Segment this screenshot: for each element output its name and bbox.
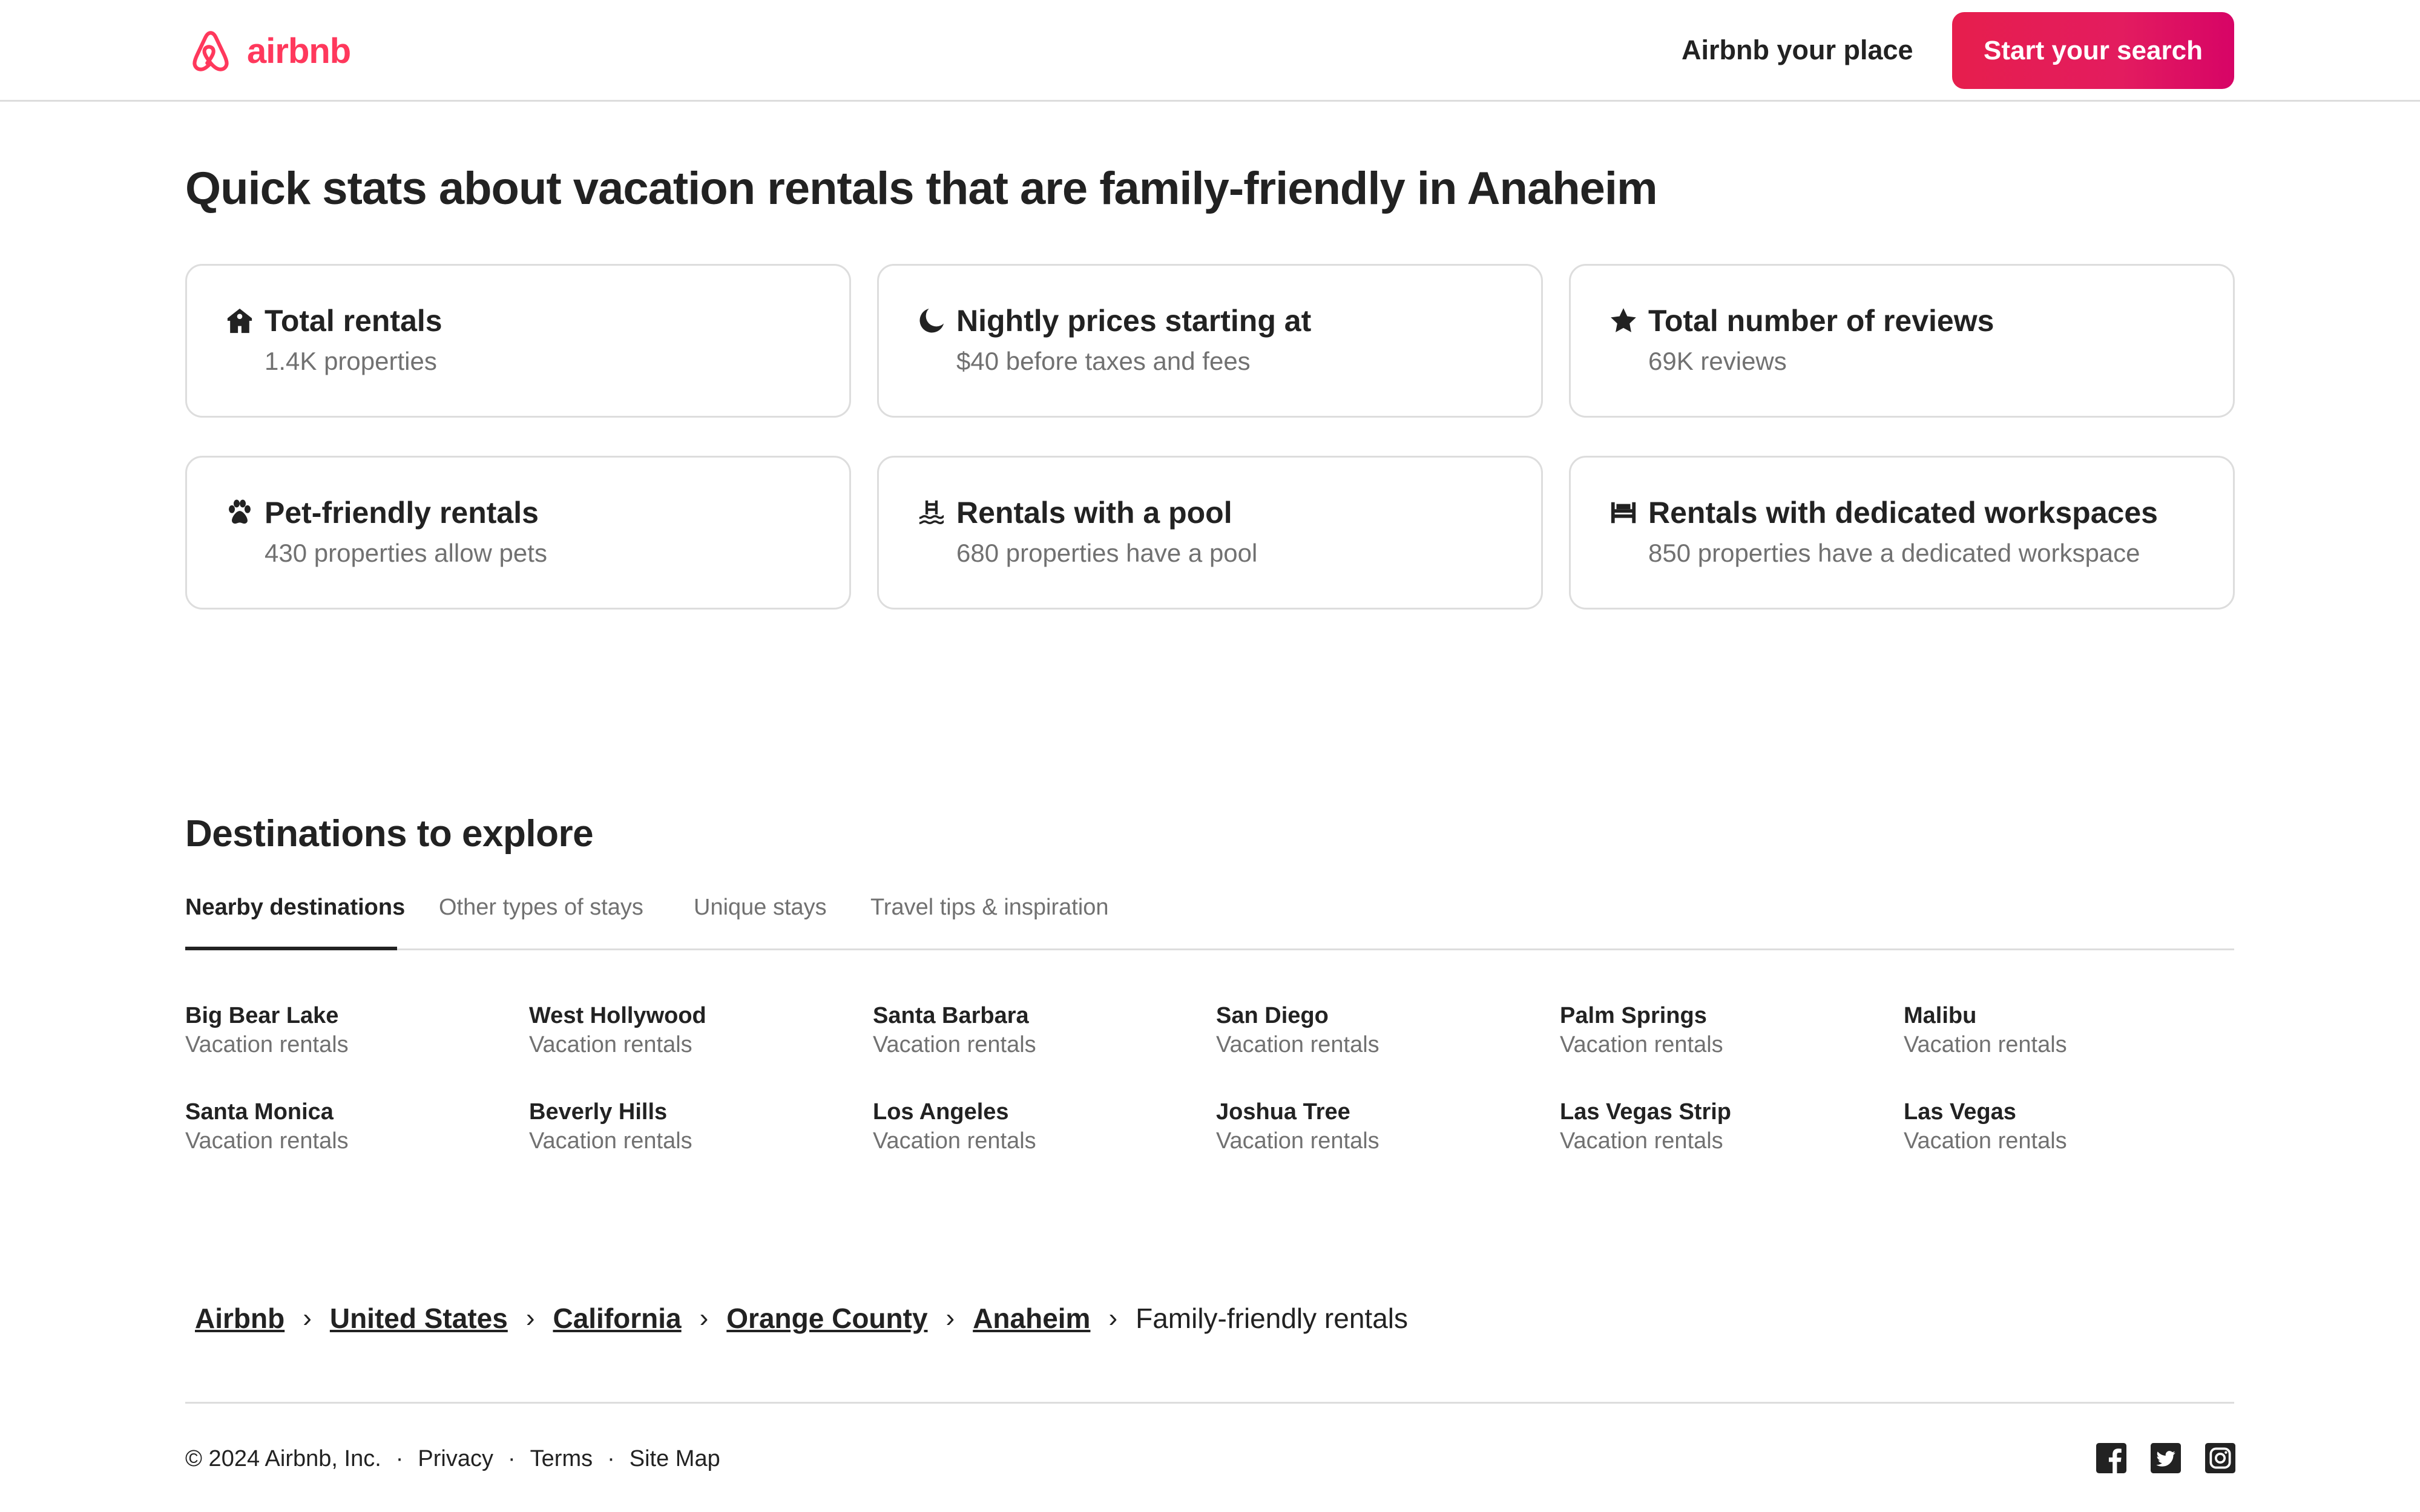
active-tab-indicator [185,947,397,950]
top-header: airbnb Airbnb your place Start your sear… [0,0,2420,102]
breadcrumb-link-anaheim[interactable]: Anaheim [973,1303,1091,1334]
destination-type: Vacation rentals [529,1032,692,1057]
breadcrumb-separator: › [303,1303,312,1333]
stat-title: Nightly prices starting at [956,304,1312,338]
destination-type: Vacation rentals [1904,1032,2067,1057]
stat-value: $40 before taxes and fees [956,347,1251,375]
destination-type: Vacation rentals [1904,1128,2067,1154]
site-map-link[interactable]: Site Map [629,1446,720,1471]
destination-link-las-vegas[interactable]: Las Vegas Vacation rentals [1904,1097,2231,1155]
breadcrumb-separator: › [1108,1303,1118,1333]
stat-card-nightly-prices: Nightly prices starting at $40 before ta… [877,264,1543,418]
footer-separator: · [508,1446,516,1471]
footer-separator: · [395,1446,404,1471]
destination-name: Santa Barbara [873,1003,1029,1028]
brand-name: airbnb [247,31,351,71]
destination-link-beverly-hills[interactable]: Beverly Hills Vacation rentals [529,1097,856,1155]
destination-link-las-vegas-strip[interactable]: Las Vegas Strip Vacation rentals [1560,1097,1887,1155]
stats-heading: Quick stats about vacation rentals that … [185,163,1658,214]
destination-name: Los Angeles [873,1099,1009,1125]
stat-card-pool: Rentals with a pool 680 properties have … [877,456,1543,610]
stat-title: Total rentals [265,304,442,338]
destination-link-santa-barbara[interactable]: Santa Barbara Vacation rentals [873,1001,1200,1059]
airbnb-your-place-link[interactable]: Airbnb your place [1682,35,1913,65]
tab-unique-stays[interactable]: Unique stays [694,895,827,920]
workspace-icon [1611,502,1636,524]
breadcrumb-current: Family-friendly rentals [1136,1303,1409,1334]
destination-type: Vacation rentals [185,1128,349,1154]
terms-link[interactable]: Terms [530,1446,593,1471]
stat-card-pet-friendly: Pet-friendly rentals 430 properties allo… [185,456,851,610]
footer-legal: © 2024 Airbnb, Inc. · Privacy · Terms · … [185,1443,720,1474]
destination-name: Joshua Tree [1216,1099,1350,1125]
tab-other-types-of-stays[interactable]: Other types of stays [439,895,643,920]
destination-type: Vacation rentals [873,1128,1036,1154]
destination-name: West Hollywood [529,1003,706,1028]
breadcrumb-separator: › [945,1303,955,1333]
breadcrumb-link-orange-county[interactable]: Orange County [726,1303,928,1334]
destination-name: Big Bear Lake [185,1003,339,1028]
destination-type: Vacation rentals [873,1032,1036,1057]
destination-tabs: Nearby destinations Other types of stays… [185,889,2234,950]
copyright-text: © 2024 Airbnb, Inc. [185,1446,381,1471]
star-icon [1611,308,1636,332]
footer-separator: · [607,1446,615,1471]
tab-travel-tips-inspiration[interactable]: Travel tips & inspiration [870,895,1109,920]
house-icon [227,308,252,334]
breadcrumb-separator: › [525,1303,535,1333]
destination-type: Vacation rentals [1216,1032,1379,1057]
stat-card-workspaces: Rentals with dedicated workspaces 850 pr… [1569,456,2235,610]
stat-card-total-reviews: Total number of reviews 69K reviews [1569,264,2235,418]
airbnb-belo-icon [192,31,229,71]
stat-card-total-rentals: Total rentals 1.4K properties [185,264,851,418]
breadcrumb-separator: › [699,1303,709,1333]
stat-title: Total number of reviews [1648,304,1994,338]
destination-name: Las Vegas [1904,1099,2016,1125]
moon-icon [919,308,944,333]
destination-type: Vacation rentals [529,1128,692,1154]
twitter-icon[interactable] [2151,1443,2181,1473]
tab-nearby-destinations[interactable]: Nearby destinations [185,895,406,920]
stat-title: Pet-friendly rentals [265,496,539,530]
destination-link-santa-monica[interactable]: Santa Monica Vacation rentals [185,1097,512,1155]
stat-title: Rentals with dedicated workspaces [1648,496,2158,530]
destination-link-san-diego[interactable]: San Diego Vacation rentals [1216,1001,1543,1059]
stat-value: 850 properties have a dedicated workspac… [1648,539,2140,567]
destination-link-palm-springs[interactable]: Palm Springs Vacation rentals [1560,1001,1887,1059]
destination-name: Palm Springs [1560,1003,1707,1028]
privacy-link[interactable]: Privacy [418,1446,493,1471]
breadcrumb-link-airbnb[interactable]: Airbnb [195,1303,285,1334]
stat-value: 430 properties allow pets [265,539,547,567]
destination-type: Vacation rentals [1560,1128,1723,1154]
destination-type: Vacation rentals [1216,1128,1379,1154]
destination-name: Beverly Hills [529,1099,668,1125]
destination-link-joshua-tree[interactable]: Joshua Tree Vacation rentals [1216,1097,1543,1155]
airbnb-logo[interactable]: airbnb [188,27,351,75]
breadcrumb: Airbnb › United States › California › Or… [195,1299,1408,1338]
destinations-heading: Destinations to explore [185,813,594,855]
destination-link-malibu[interactable]: Malibu Vacation rentals [1904,1001,2231,1059]
instagram-icon[interactable] [2205,1443,2235,1473]
destination-type: Vacation rentals [185,1032,349,1057]
stat-value: 69K reviews [1648,347,1787,375]
start-search-button[interactable]: Start your search [1952,12,2234,89]
facebook-icon[interactable] [2096,1443,2126,1473]
stat-value: 680 properties have a pool [956,539,1258,567]
stat-title: Rentals with a pool [956,496,1232,530]
destination-link-west-hollywood[interactable]: West Hollywood Vacation rentals [529,1001,856,1059]
pool-icon [919,500,944,525]
breadcrumb-link-california[interactable]: California [553,1303,682,1334]
breadcrumb-link-united-states[interactable]: United States [329,1303,508,1334]
destination-name: Las Vegas Strip [1560,1099,1732,1125]
destination-link-big-bear-lake[interactable]: Big Bear Lake Vacation rentals [185,1001,512,1059]
paw-icon [229,499,251,524]
destination-type: Vacation rentals [1560,1032,1723,1057]
destination-link-los-angeles[interactable]: Los Angeles Vacation rentals [873,1097,1200,1155]
destination-name: Santa Monica [185,1099,334,1125]
stat-value: 1.4K properties [265,347,437,375]
footer-divider [185,1402,2234,1404]
destination-name: Malibu [1904,1003,1977,1028]
destination-name: San Diego [1216,1003,1329,1028]
